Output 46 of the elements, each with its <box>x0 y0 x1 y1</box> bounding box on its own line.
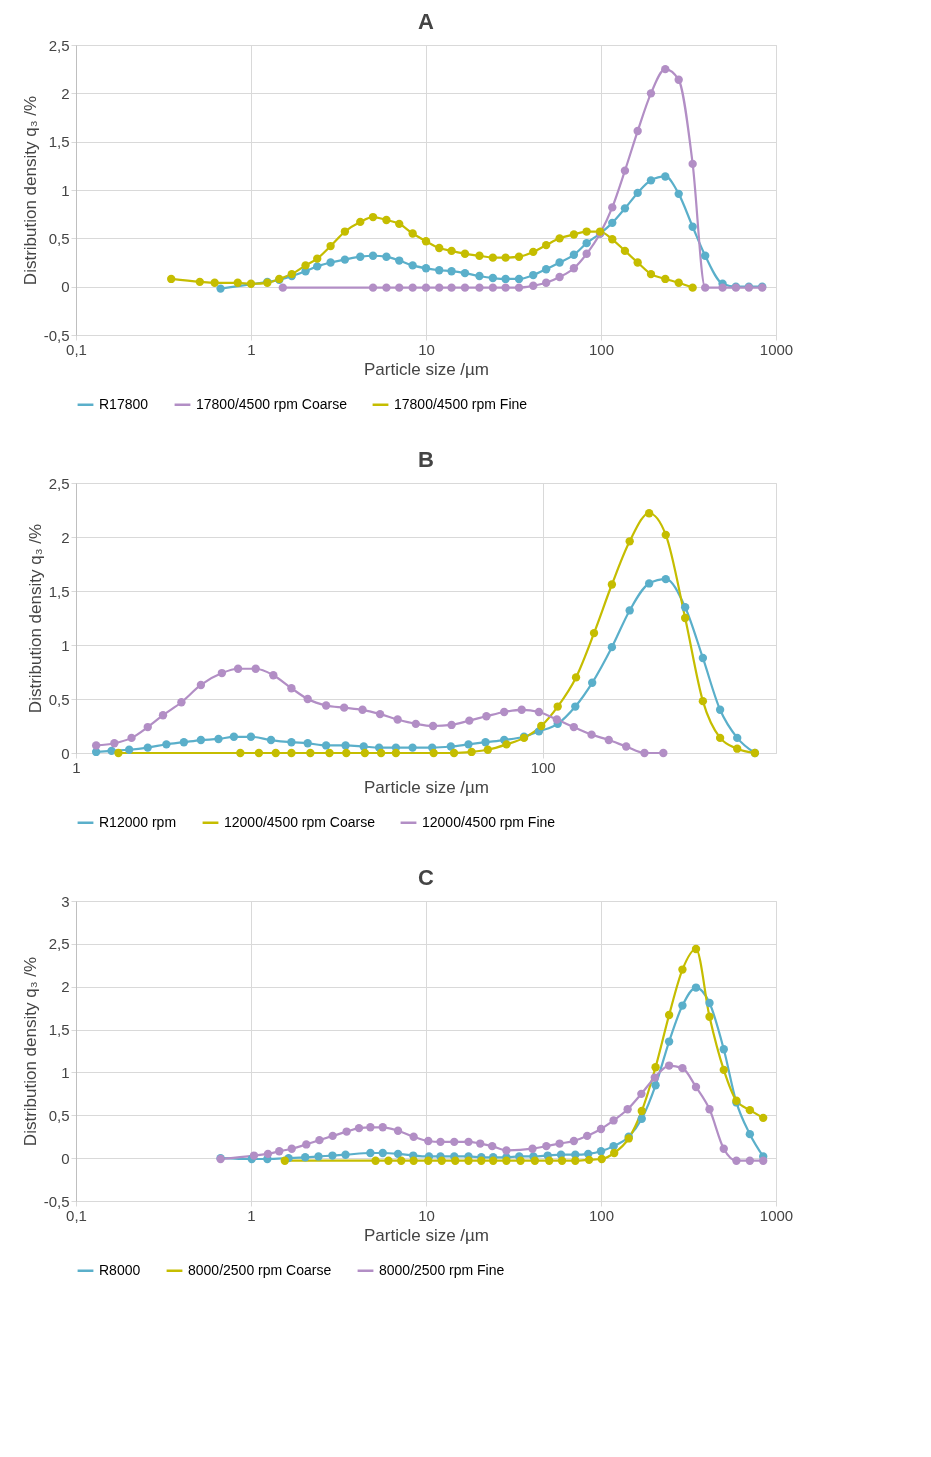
x-tick-label: 100 <box>530 758 556 776</box>
x-tick-label: 10 <box>418 340 435 358</box>
legend-label: 12000/4500 rpm Coarse <box>224 813 376 830</box>
y-tick-label: 3 <box>61 892 70 910</box>
y-tick-label: 0 <box>61 1149 70 1167</box>
x-tick-label: 1000 <box>759 1206 794 1224</box>
legend-label: 12000/4500 rpm Fine <box>422 813 556 830</box>
y-axis-title: Distribution density q₃ /% <box>20 95 40 286</box>
y-tick-label: 2,5 <box>48 36 70 54</box>
x-tick-label: 1000 <box>759 340 794 358</box>
chart-title: C <box>418 865 435 890</box>
y-tick-label: 1 <box>61 181 70 199</box>
y-tick-label: 1,5 <box>48 1021 70 1039</box>
y-tick-label: 1,5 <box>48 133 70 151</box>
legend-label: 8000/2500 rpm Coarse <box>188 1261 332 1278</box>
y-tick-label: 2 <box>61 528 70 546</box>
y-tick-label: 0,5 <box>48 690 70 708</box>
x-axis-title: Particle size /µm <box>363 777 490 797</box>
x-tick-label: 1 <box>247 340 256 358</box>
legend-label: R12000 rpm <box>99 813 177 830</box>
x-axis-title: Particle size /µm <box>363 359 490 379</box>
y-tick-label: 1 <box>61 636 70 654</box>
y-tick-label: 2 <box>61 978 70 996</box>
y-axis-title: Distribution density q₃ /% <box>20 956 40 1147</box>
y-tick-label: 0 <box>61 278 70 296</box>
chart-title: B <box>418 447 434 472</box>
legend-label: 17800/4500 rpm Fine <box>394 395 528 412</box>
y-tick-label: 2,5 <box>48 935 70 953</box>
legend-label: R17800 <box>99 395 149 412</box>
legend-label: 8000/2500 rpm Fine <box>379 1261 505 1278</box>
x-tick-label: 1 <box>247 1206 256 1224</box>
chart-title: A <box>418 9 435 34</box>
y-tick-label: 2,5 <box>48 474 70 492</box>
x-axis-title: Particle size /µm <box>363 1225 490 1245</box>
x-tick-label: 100 <box>588 1206 615 1224</box>
y-tick-label: 0,5 <box>48 1106 70 1124</box>
y-axis-title: Distribution density q₃ /% <box>25 523 45 714</box>
y-tick-label: 1 <box>61 1063 70 1081</box>
y-tick-label: 1,5 <box>48 582 70 600</box>
y-tick-label: 0,5 <box>48 229 70 247</box>
y-tick-label: 0 <box>61 744 70 762</box>
legend-label: R8000 <box>99 1261 141 1278</box>
x-tick-label: 10 <box>418 1206 435 1224</box>
legend-label: 17800/4500 rpm Coarse <box>196 395 348 412</box>
x-tick-label: 100 <box>588 340 615 358</box>
y-tick-label: 2 <box>61 84 70 102</box>
